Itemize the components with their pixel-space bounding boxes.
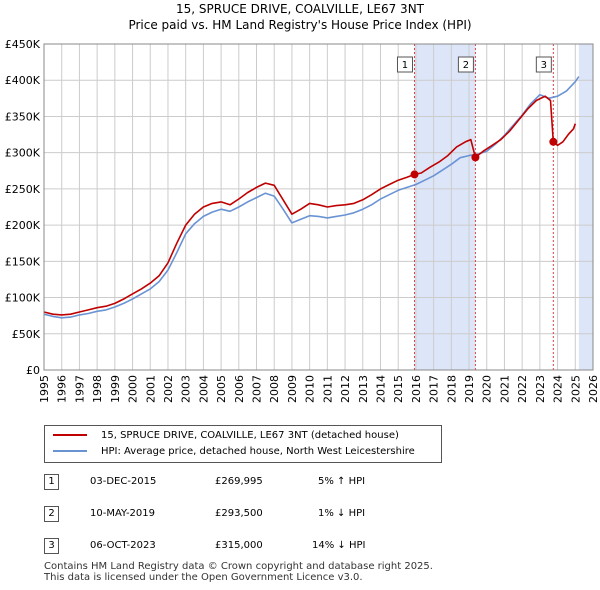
footer-attribution: Contains HM Land Registry data © Crown c… (44, 561, 433, 583)
transaction-label: 2 (463, 60, 469, 71)
footer-copyright: Contains HM Land Registry data © Crown c… (44, 561, 433, 572)
x-tick-label: 2012 (339, 375, 352, 403)
x-tick-label: 2023 (534, 375, 547, 403)
y-tick-label: £100K (5, 292, 41, 305)
x-tick-label: 2008 (268, 375, 281, 403)
y-tick-label: £350K (5, 110, 41, 123)
hpi-line (43, 76, 580, 319)
legend-label-property: 15, SPRUCE DRIVE, COALVILLE, LE67 3NT (d… (101, 430, 399, 441)
transaction-number: 2 (44, 506, 59, 522)
x-tick-label: 2015 (392, 375, 405, 403)
x-tick-label: 2001 (144, 375, 157, 403)
plot-frame (43, 43, 594, 371)
transaction-label-box (396, 56, 413, 73)
y-tick-label: £0 (26, 364, 40, 377)
transaction-date: 06-OCT-2023 (90, 540, 156, 551)
x-tick-label: 2014 (374, 375, 387, 403)
price-chart: 1 2 3 £0 £50K £100K £150K £200K £250K £300K £350K £… (5, 38, 600, 403)
transaction-hpi-change: 5% ↑ HPI (318, 476, 366, 487)
x-tick-label: 2024 (552, 375, 565, 403)
transaction-label-box (457, 56, 474, 73)
shaded-span (578, 44, 593, 370)
transaction-number: 3 (44, 538, 59, 554)
x-tick-label: 2007 (251, 375, 264, 403)
transaction-hpi-change: 1% ↓ HPI (318, 508, 366, 519)
x-tick-label: 1995 (38, 375, 51, 403)
x-tick-label: 2010 (304, 375, 317, 403)
chart-subtitle: Price paid vs. HM Land Registry's House … (128, 18, 472, 32)
x-tick-label: 2013 (357, 375, 370, 403)
transaction-price: £315,000 (215, 540, 263, 551)
y-tick-label: £250K (5, 183, 41, 196)
x-tick-label: 2020 (481, 375, 494, 403)
x-tick-label: 2017 (428, 375, 441, 403)
plot-area (44, 44, 593, 370)
transaction-price: £269,995 (215, 476, 263, 487)
chart-title: 15, SPRUCE DRIVE, COALVILLE, LE67 3NT (176, 2, 424, 16)
x-tick-label: 2019 (463, 375, 476, 403)
x-tick-label: 1998 (91, 375, 104, 403)
shaded-span (414, 44, 476, 370)
x-tick-label: 2025 (569, 375, 582, 403)
transaction-point (410, 170, 419, 179)
y-tick-label: £50K (12, 328, 41, 341)
x-tick-label: 2021 (498, 375, 511, 403)
legend-item-property: 15, SPRUCE DRIVE, COALVILLE, LE67 3NT (d… (53, 429, 399, 443)
chart-legend: 15, SPRUCE DRIVE, COALVILLE, LE67 3NT (d… (44, 425, 442, 463)
x-tick-label: 2006 (233, 375, 246, 403)
y-tick-label: £200K (5, 219, 41, 232)
x-tick-label: 2003 (180, 375, 193, 403)
transaction-date: 03-DEC-2015 (90, 476, 157, 487)
transaction-label-box (535, 56, 552, 73)
legend-swatch-property (53, 434, 87, 436)
x-tick-label: 1997 (73, 375, 86, 403)
transaction-number: 1 (44, 474, 59, 490)
transaction-point (471, 153, 480, 162)
legend-swatch-hpi (53, 450, 87, 452)
footer-licence: This data is licensed under the Open Gov… (44, 572, 363, 583)
x-tick-label: 2016 (410, 375, 423, 403)
x-tick-label: 2011 (321, 375, 334, 403)
property-price-line (43, 95, 577, 316)
transaction-label: 1 (402, 60, 408, 71)
y-tick-label: £300K (5, 147, 41, 160)
legend-item-hpi: HPI: Average price, detached house, Nort… (53, 445, 415, 459)
transaction-price: £293,500 (215, 508, 263, 519)
y-tick-label: £150K (5, 255, 41, 268)
x-tick-label: 1999 (109, 375, 122, 403)
x-tick-label: 1996 (56, 375, 69, 403)
x-tick-label: 2000 (127, 375, 140, 403)
x-tick-label: 2022 (516, 375, 529, 403)
transaction-hpi-change: 14% ↓ HPI (312, 540, 366, 551)
transaction-point (549, 137, 558, 146)
legend-label-hpi: HPI: Average price, detached house, Nort… (101, 446, 415, 457)
y-tick-label: £450K (5, 38, 41, 51)
x-tick-label: 2005 (215, 375, 228, 403)
transaction-label: 3 (541, 60, 547, 71)
transaction-date: 10-MAY-2019 (90, 508, 156, 519)
x-tick-label: 2026 (587, 375, 600, 403)
x-tick-label: 2004 (197, 375, 210, 403)
y-tick-label: £400K (5, 74, 41, 87)
x-tick-label: 2009 (286, 375, 299, 403)
x-tick-label: 2018 (445, 375, 458, 403)
x-tick-label: 2002 (162, 375, 175, 403)
